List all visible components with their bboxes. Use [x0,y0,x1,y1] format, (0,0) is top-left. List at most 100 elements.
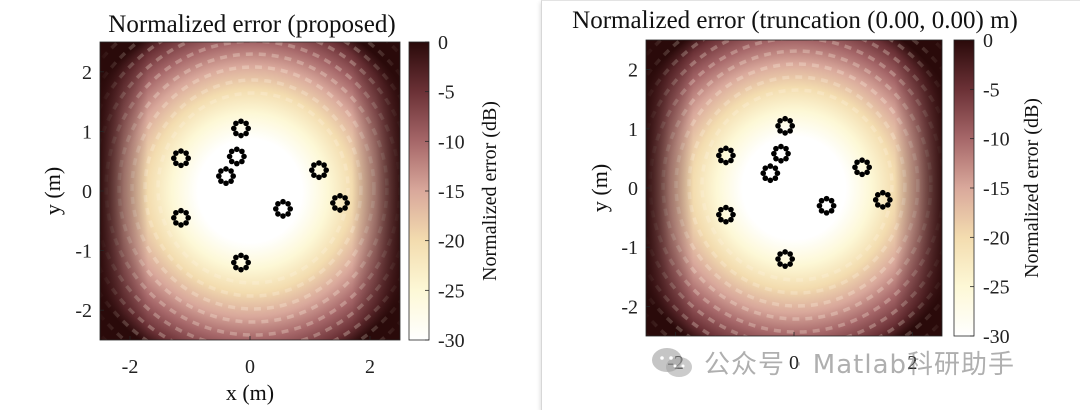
source-point [337,192,343,199]
y-axis-label: y (m) [40,167,65,215]
source-point [330,200,336,206]
source-point [223,180,229,187]
source-point [243,120,249,127]
source-point [716,152,722,159]
source-point [760,170,767,176]
colorbar-tick-label: -5 [438,82,455,104]
source-point [828,207,835,214]
source-point [238,266,244,273]
source-point [230,173,236,179]
source-point [762,175,769,182]
source-point [767,177,774,184]
source-point [823,195,830,202]
x-tick-label: 2 [365,356,375,378]
source-point [311,172,317,178]
source-point [787,118,793,124]
source-point [238,252,244,259]
colorbar-label: Normalized error (dB) [1021,98,1043,278]
heatmap-field [646,40,942,336]
source-point [830,202,837,209]
source-point [234,146,240,153]
source-point [178,222,184,228]
source-point [316,174,322,181]
source-point [285,201,291,207]
colorbar-tick-label: -20 [438,231,465,253]
source-point [816,202,823,209]
source-point [226,153,233,160]
source-point [218,178,224,184]
y-tick-label: -2 [75,300,92,322]
source-point [773,145,779,152]
source-point [332,195,338,201]
source-point [218,168,224,174]
source-point [243,130,249,137]
source-point [275,211,281,217]
source-point [173,160,179,167]
source-point [342,195,348,201]
source-point [772,175,779,182]
source-point [728,206,734,213]
x-tick-label: -2 [122,356,139,378]
source-point [782,130,788,136]
source-point [854,169,860,176]
source-point [239,148,245,155]
source-point [723,159,729,166]
source-point [245,259,251,266]
source-point [321,172,327,178]
source-point [775,256,781,262]
colorbar-tick-label: -30 [438,330,465,352]
source-point [231,259,237,266]
y-axis-label: y (m) [587,164,612,212]
source-point [718,216,724,223]
source-point [730,152,736,159]
source-point [183,160,189,167]
y-tick-label: 1 [82,121,92,143]
source-point [332,205,338,211]
source-point [818,207,825,214]
source-point [183,209,189,216]
y-tick-label: -1 [75,241,92,263]
source-point [864,159,870,166]
y-tick-label: -2 [621,296,638,318]
source-point [718,147,724,154]
colorbar-tick-label: -10 [438,131,465,153]
source-point [311,162,317,168]
source-point [178,162,184,169]
source-point [859,171,865,178]
source-point [778,143,784,150]
source-point [859,157,865,163]
source-point [173,209,179,216]
source-point [723,204,729,211]
y-tick-label: 2 [82,62,92,84]
source-point [777,261,783,267]
colorbar-tick-label: -15 [438,181,465,203]
source-point [852,164,858,171]
source-point [777,251,783,257]
source-point [323,167,330,173]
colorbar-tick-label: 0 [983,30,993,52]
source-point [783,155,789,162]
source-point [233,120,239,127]
y-tick-label: -1 [621,237,638,259]
edge-shading [100,42,400,340]
source-point [309,167,315,173]
y-tick-label: 0 [82,181,92,203]
source-point [887,197,893,203]
source-point [789,256,796,262]
source-point [173,220,179,226]
source-point [783,145,789,152]
source-point [233,254,239,261]
source-point [828,197,835,204]
source-point [872,197,879,203]
source-point [241,153,247,160]
source-point [178,207,184,214]
source-point [777,118,783,124]
source-point [238,132,244,139]
source-point [728,147,734,154]
source-point [728,216,734,223]
source-point [233,264,239,271]
source-point [216,173,222,179]
source-point [772,165,779,171]
wechat-icon [652,347,692,377]
